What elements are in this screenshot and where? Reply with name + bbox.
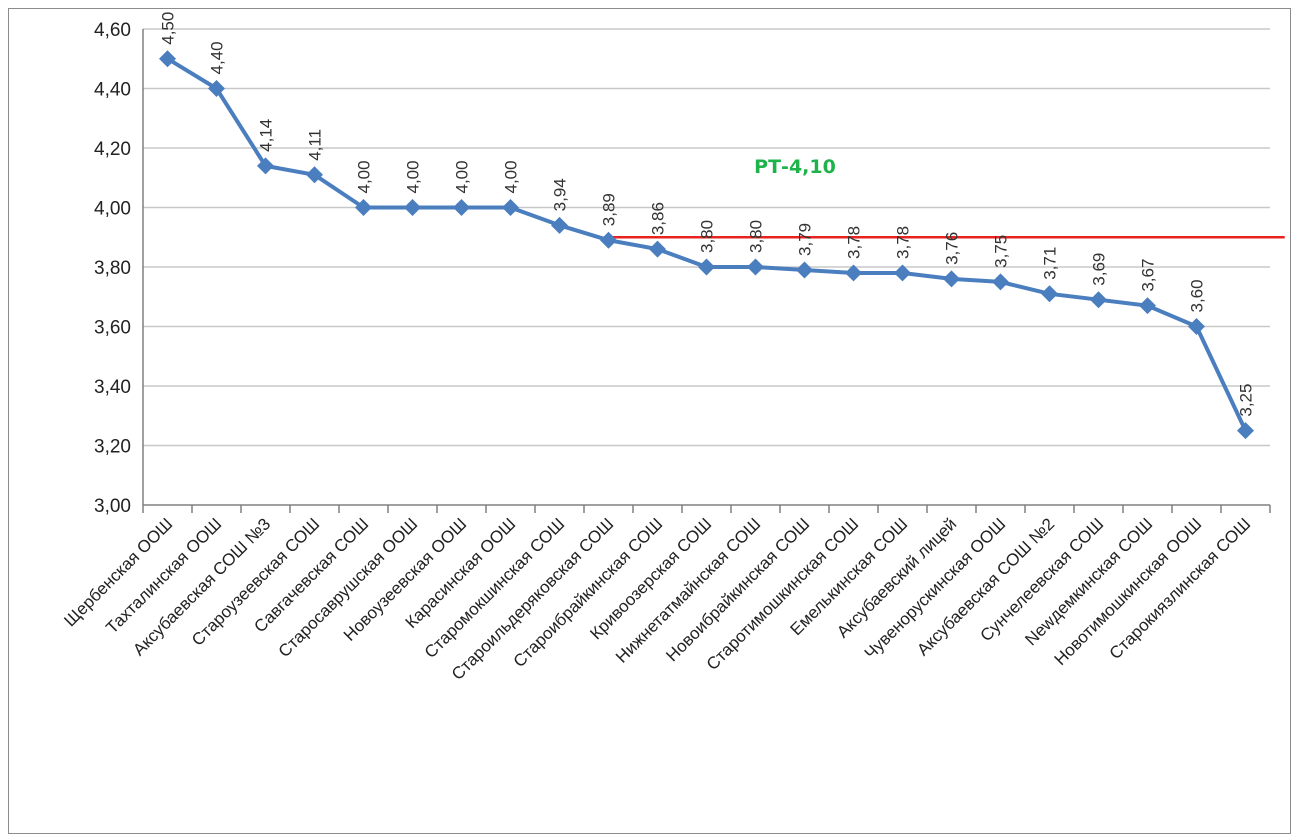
data-label: 3,80 <box>747 220 766 253</box>
data-label: 4,40 <box>208 41 227 74</box>
data-label: 3,75 <box>992 235 1011 268</box>
y-tick-label: 3,40 <box>94 377 131 398</box>
data-point <box>992 273 1009 291</box>
y-tick-label: 4,00 <box>94 199 131 220</box>
data-point <box>796 261 813 279</box>
data-label: 4,00 <box>404 160 423 193</box>
data-point <box>845 264 862 282</box>
data-label: 3,78 <box>845 226 864 259</box>
data-label: 4,00 <box>355 160 374 193</box>
data-label: 3,60 <box>1188 279 1207 312</box>
data-label: 4,11 <box>306 129 325 161</box>
data-label: 3,86 <box>649 202 668 235</box>
data-point <box>649 240 666 258</box>
data-point <box>1188 318 1205 335</box>
y-tick-label: 3,20 <box>94 437 131 458</box>
data-label: 4,00 <box>502 160 521 193</box>
data-point <box>208 80 225 97</box>
data-point <box>453 199 470 216</box>
data-label: 3,80 <box>698 220 717 253</box>
data-label: 4,14 <box>257 119 276 152</box>
data-label: 3,67 <box>1139 259 1158 292</box>
data-point <box>355 199 372 216</box>
data-point <box>600 231 617 249</box>
reference-label: РТ-4,10 <box>754 156 836 178</box>
y-tick-label: 3,60 <box>94 318 131 339</box>
data-point <box>1237 422 1254 440</box>
data-label: 3,69 <box>1090 253 1109 286</box>
data-label: 4,00 <box>453 160 472 193</box>
data-point <box>747 258 764 276</box>
data-label: 3,89 <box>600 193 619 226</box>
data-point <box>943 270 960 288</box>
y-tick-label: 4,40 <box>94 80 131 101</box>
y-tick-label: 4,20 <box>94 139 131 160</box>
data-point <box>551 216 568 234</box>
data-label: 3,25 <box>1237 384 1256 417</box>
y-tick-label: 4,60 <box>94 20 131 41</box>
data-label: 4,50 <box>159 12 178 45</box>
y-tick-label: 3,80 <box>94 258 131 279</box>
data-point <box>159 50 176 68</box>
data-point <box>257 157 274 175</box>
data-point <box>698 258 715 276</box>
data-label: 3,79 <box>796 223 815 256</box>
data-point <box>1139 297 1156 315</box>
data-label: 3,76 <box>943 232 962 265</box>
data-point <box>1041 285 1058 303</box>
data-point <box>306 166 323 184</box>
data-point <box>1090 291 1107 309</box>
data-point <box>894 264 911 282</box>
data-label: 3,94 <box>551 178 570 211</box>
data-point <box>404 199 421 216</box>
chart-frame <box>8 8 1291 834</box>
data-point <box>502 199 519 216</box>
data-label: 3,71 <box>1041 247 1060 280</box>
y-tick-label: 3,00 <box>94 496 131 517</box>
data-label: 3,78 <box>894 226 913 259</box>
